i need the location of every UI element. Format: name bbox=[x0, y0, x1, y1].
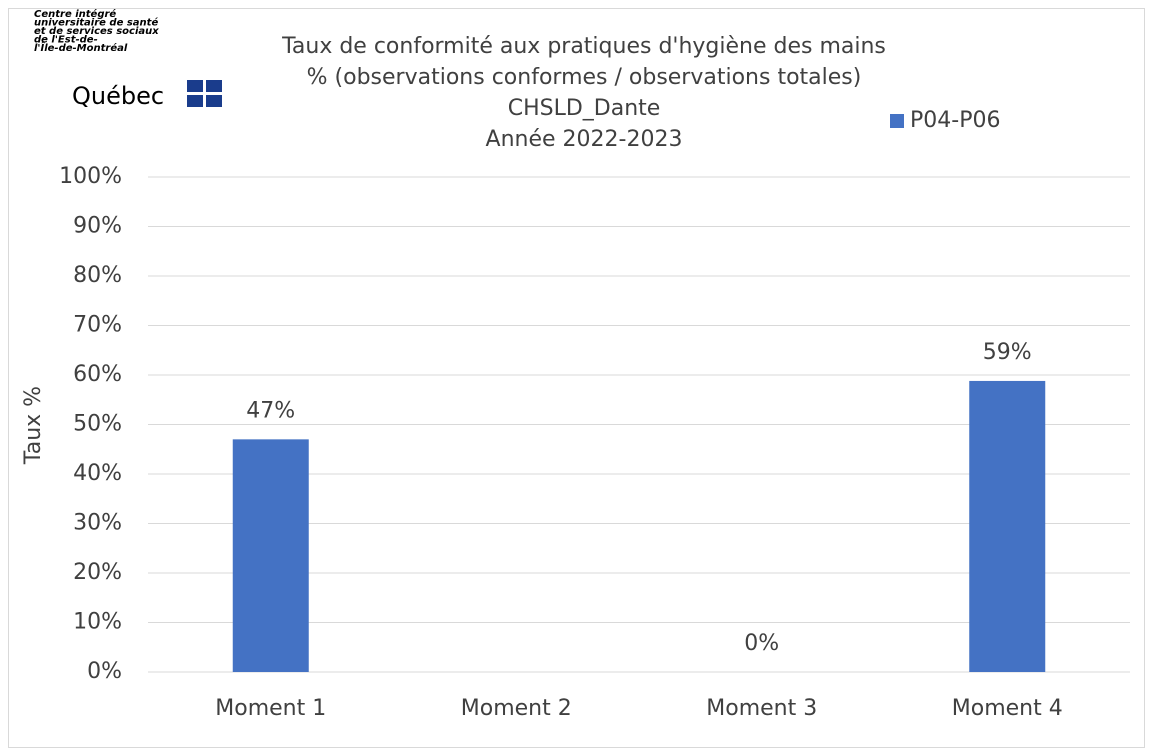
legend-swatch bbox=[890, 114, 904, 128]
y-tick-label: 100% bbox=[59, 164, 122, 189]
y-tick-label: 0% bbox=[87, 659, 122, 684]
logo-flags bbox=[185, 78, 224, 109]
y-tick-label: 50% bbox=[73, 412, 122, 437]
logo-text: de l'Est-de- bbox=[34, 35, 98, 46]
chart-title: CHSLD_Dante bbox=[508, 96, 661, 121]
data-label: 47% bbox=[246, 398, 295, 423]
y-axis-label: Taux % bbox=[21, 386, 46, 465]
logo-text: Centre intégré bbox=[34, 8, 116, 20]
y-tick-label: 70% bbox=[73, 313, 122, 338]
y-tick-label: 60% bbox=[73, 362, 122, 387]
y-tick-label: 90% bbox=[73, 214, 122, 239]
chart-title: Année 2022-2023 bbox=[486, 127, 683, 152]
logo-name: Québec bbox=[72, 82, 164, 110]
x-tick-label: Moment 2 bbox=[461, 696, 572, 721]
bar bbox=[232, 439, 309, 672]
x-tick-label: Moment 3 bbox=[706, 696, 817, 721]
logo-text: universitaire de santé bbox=[34, 17, 158, 29]
y-tick-label: 30% bbox=[73, 511, 122, 536]
y-tick-label: 20% bbox=[73, 560, 122, 585]
logo-text: et de services sociaux bbox=[34, 26, 159, 37]
y-tick-label: 80% bbox=[73, 263, 122, 288]
y-tick-label: 40% bbox=[73, 461, 122, 486]
chart-title: Taux de conformité aux pratiques d'hygiè… bbox=[281, 34, 886, 59]
chart-title: % (observations conformes / observations… bbox=[307, 65, 862, 90]
chart-border bbox=[8, 8, 1145, 748]
data-label: 0% bbox=[744, 631, 779, 656]
data-label: 59% bbox=[983, 340, 1032, 365]
bar bbox=[969, 380, 1046, 672]
x-tick-label: Moment 4 bbox=[952, 696, 1063, 721]
logo-text: l'Île-de-Montréal bbox=[34, 40, 128, 54]
legend-label: P04-P06 bbox=[910, 108, 1000, 133]
y-tick-label: 10% bbox=[73, 610, 122, 635]
x-tick-label: Moment 1 bbox=[215, 696, 326, 721]
